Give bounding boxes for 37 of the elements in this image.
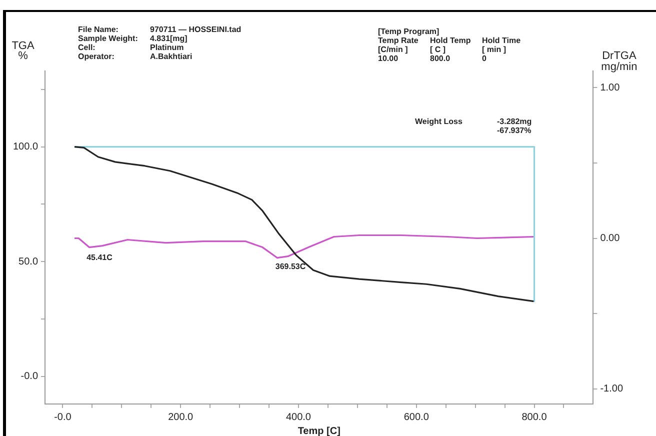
text: 970711 — HOSSEINI.tad [150,25,242,34]
y-axis-title: TGA % [12,40,35,62]
text: Cell: [78,43,96,52]
y2-axis-title: DrTGA mg/min [601,50,638,73]
text: [C/min ] [378,45,408,54]
y2-tick-label: 1.00 [600,82,620,94]
text: [Temp Program] [378,27,440,36]
annotation: 45.41C [86,252,113,262]
text: Hold Temp [430,36,471,45]
annotation: -67.937% [497,126,532,135]
text: Hold Time [482,36,521,45]
x-tick-label: 600.0 [404,412,430,423]
x-tick-label: 400.0 [286,412,312,423]
x-tick-label: 800.0 [522,412,548,423]
annotation: 369.53C [275,262,306,272]
text: 0 [482,54,486,63]
text: Platinum [150,43,184,52]
text: Sample Weight: [78,34,138,43]
text: 4.831[mg] [150,34,188,43]
y-tick-label: 50.0 [18,256,38,268]
x-tick-label: 200.0 [168,412,194,423]
annotation: -3.282mg [497,117,532,126]
y2-tick-label: 0.00 [600,233,620,244]
text: A.Bakhtiari [150,52,192,61]
text: [ C ] [430,45,446,54]
text: Temp Rate [378,36,418,45]
y2-tick-label: -1.00 [600,384,624,395]
y-tick-label: -0.0 [20,371,38,382]
text: Operator: [78,52,114,61]
text: 800.0 [430,54,450,63]
text: 10.00 [378,54,398,63]
x-axis-title: Temp [C] [298,426,340,436]
annotation: Weight Loss [415,117,462,126]
text: [ min ] [482,45,506,54]
y-tick-label: 100.0 [12,142,38,153]
text: File Name: [78,25,118,34]
x-tick-label: -0.0 [54,412,72,423]
